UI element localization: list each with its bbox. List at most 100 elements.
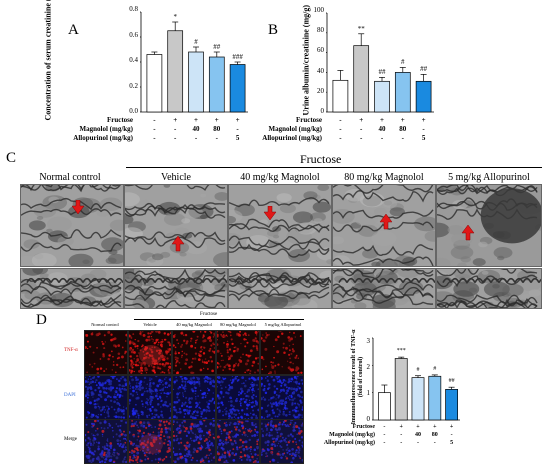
panel-label-d: D [36,312,47,328]
allopurinol-cell: - [153,134,156,142]
bar [229,64,246,113]
tem-micrograph [228,184,332,267]
bar [394,72,411,113]
chart-a-ylabel: Concentration of serum creatinine (mg/dL… [43,0,53,121]
allopurinol-label: Allopurinol (mg/kg) [323,440,375,446]
tem-group-line [126,167,542,168]
magnolol-cell: - [450,432,453,438]
allopurinol-cell: - [400,440,403,446]
allopurinol-cell: - [360,134,363,142]
bar [374,80,390,113]
significance-mark: ### [232,53,243,61]
chart-b-ytick: 0 [320,107,325,115]
chart-a-ytick: 0.4 [129,56,138,64]
chart-b-ytick: 40 [317,67,324,75]
fructose-cell: + [359,116,364,124]
tem-micrograph [20,184,124,267]
fructose-cell: + [433,424,437,430]
allopurinol-cell: 5 [235,134,240,142]
if-micrograph [128,330,172,375]
significance-mark: # [401,58,405,67]
significance-mark: *** [396,348,406,355]
chart-d-plot [372,337,460,421]
fructose-cell: + [400,116,405,124]
chart-b-plot [326,12,434,113]
magnolol-cell: 80 [431,432,438,438]
if-micrograph [260,419,304,464]
magnolol-label: Magnolol (mg/kg) [329,432,375,438]
if-micrograph [260,375,304,420]
tem-col-mag80: 80 mg/kg Magnolol [344,172,424,183]
tem-micrograph [436,268,542,309]
bar [146,54,163,113]
fructose-cell: + [194,116,198,124]
magnolol-cell: - [236,125,239,133]
fructose-cell: - [383,424,386,430]
significance-mark: ## [448,378,455,385]
significance-mark: * [173,13,177,21]
bar [445,389,458,421]
if-micrograph [216,330,260,375]
allopurinol-label: Allopurinol (mg/kg) [73,134,133,142]
magnolol-cell: - [400,432,403,438]
magnolol-cell: 80 [213,125,221,133]
if-group-line [134,319,304,320]
bar [353,45,370,113]
fructose-cell: + [380,116,384,124]
allopurinol-cell: 5 [450,440,454,446]
magnolol-label: Magnolol (mg/kg) [268,125,322,133]
magnolol-cell: - [422,125,425,133]
fructose-cell: - [339,116,342,124]
if-micrograph [128,375,172,420]
magnolol-cell: - [383,432,386,438]
chart-a-ytick: 0.8 [129,5,138,13]
magnolol-cell: 40 [415,432,421,438]
fructose-label: Fructose [106,116,133,124]
chart-d-ytick: 1 [366,389,371,397]
chart-b-ytick: 20 [317,87,324,95]
chart-b-ytick: 100 [313,6,325,14]
red-arrow-icon [71,200,85,215]
if-micrograph [84,330,128,375]
magnolol-cell: - [153,125,156,133]
chart-a-ytick: 0.6 [129,31,138,39]
fructose-cell: + [399,424,403,430]
significance-mark: ## [213,43,221,51]
chart-b-ytick: 80 [317,26,324,34]
tem-micrograph [124,184,228,267]
bar [188,51,204,113]
allopurinol-cell: - [383,440,386,446]
if-col-vehicle: Vehicle [143,322,157,327]
magnolol-label: Magnolol (mg/kg) [79,125,133,133]
chart-a-plot [140,11,248,113]
bar [332,79,349,113]
if-micrograph [216,375,260,420]
if-col-mag40: 40 mg/kg Magnolol [176,322,212,327]
if-micrograph [172,330,216,375]
tem-micrograph [228,268,332,309]
if-micrograph [128,419,172,464]
tem-col-allo: 5 mg/kg Allopurinol [448,172,530,183]
significance-mark: ## [420,65,428,74]
chart-b-ylabel: Urine albumin/creatinine (mg/g) [301,4,311,116]
magnolol-cell: - [339,125,342,133]
fructose-label: Fructose [352,424,375,430]
chart-a-ytick: 0.2 [129,82,138,90]
red-arrow-icon [171,236,185,252]
if-col-allo: 5 mg/kg Allopurinol [264,322,302,327]
tem-micrograph [436,184,542,267]
allopurinol-label: Allopurinol (mg/kg) [262,134,322,142]
significance-mark: # [416,366,420,373]
if-row-tnf: TNF-α [64,348,78,353]
bar [411,377,425,421]
magnolol-cell: 80 [399,125,407,133]
fructose-cell: - [153,116,156,124]
magnolol-cell: - [174,125,177,133]
allopurinol-cell: 5 [421,134,426,142]
tem-col-vehicle: Vehicle [161,172,191,183]
red-arrow-icon [461,225,475,241]
chart-d-ytick: 0 [366,415,371,423]
allopurinol-cell: - [339,134,342,142]
allopurinol-cell: - [194,134,198,142]
magnolol-cell: - [360,125,363,133]
